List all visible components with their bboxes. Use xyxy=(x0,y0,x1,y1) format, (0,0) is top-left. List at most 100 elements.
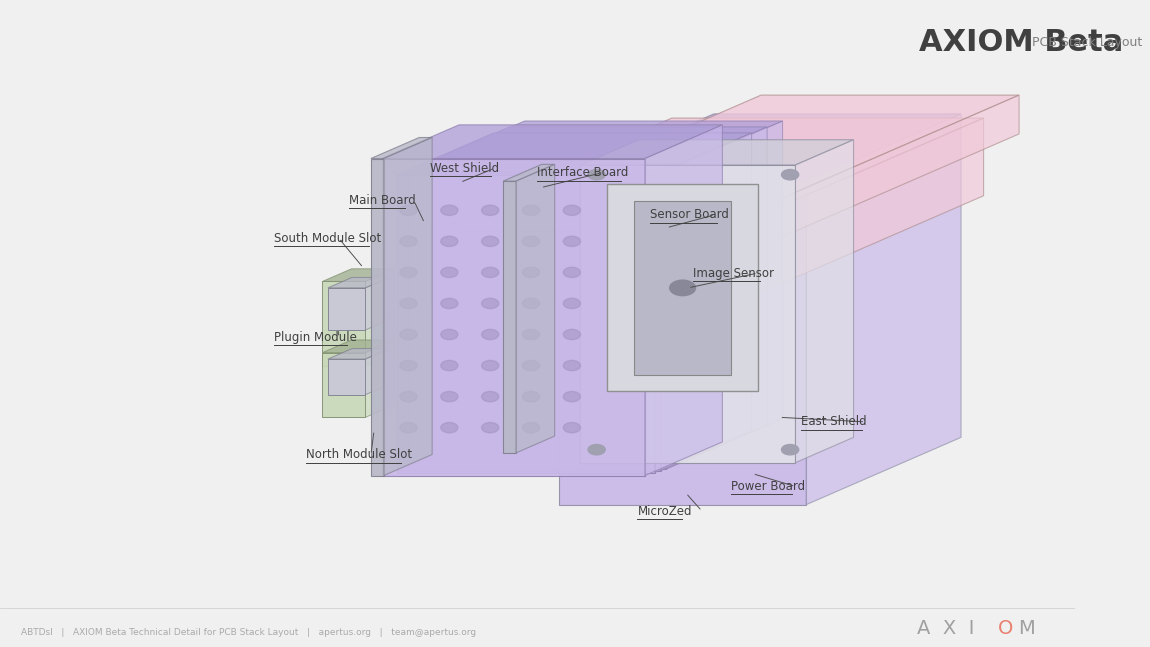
Polygon shape xyxy=(516,164,554,453)
Text: Sensor Board: Sensor Board xyxy=(651,208,729,221)
Circle shape xyxy=(564,360,581,371)
Polygon shape xyxy=(322,281,366,366)
Circle shape xyxy=(522,329,539,340)
Text: Interface Board: Interface Board xyxy=(537,166,629,179)
Polygon shape xyxy=(645,125,722,476)
Polygon shape xyxy=(370,138,432,159)
Circle shape xyxy=(588,170,605,180)
Polygon shape xyxy=(742,118,983,301)
Circle shape xyxy=(522,360,539,371)
Polygon shape xyxy=(384,138,432,476)
Text: MicroZed: MicroZed xyxy=(637,505,692,518)
Text: South Module Slot: South Module Slot xyxy=(274,232,382,245)
Circle shape xyxy=(400,205,417,215)
Circle shape xyxy=(482,236,499,247)
Text: ABTDsl   |   AXIOM Beta Technical Detail for PCB Stack Layout   |   apertus.org : ABTDsl | AXIOM Beta Technical Detail for… xyxy=(22,628,476,637)
Text: Main Board: Main Board xyxy=(350,194,416,207)
Circle shape xyxy=(440,329,458,340)
Polygon shape xyxy=(559,181,806,505)
Polygon shape xyxy=(452,230,710,269)
Polygon shape xyxy=(402,127,767,173)
Circle shape xyxy=(400,391,417,402)
Circle shape xyxy=(522,236,539,247)
Circle shape xyxy=(564,267,581,278)
Polygon shape xyxy=(661,127,767,471)
Polygon shape xyxy=(654,133,752,472)
Circle shape xyxy=(440,391,458,402)
Polygon shape xyxy=(503,164,554,181)
Circle shape xyxy=(400,360,417,371)
Polygon shape xyxy=(322,340,394,353)
Polygon shape xyxy=(366,269,394,366)
Polygon shape xyxy=(370,159,384,476)
Text: Image Sensor: Image Sensor xyxy=(693,267,774,280)
Polygon shape xyxy=(397,175,654,472)
Circle shape xyxy=(440,205,458,215)
Circle shape xyxy=(782,444,799,455)
Circle shape xyxy=(400,298,417,309)
Polygon shape xyxy=(503,181,516,453)
Polygon shape xyxy=(430,223,742,301)
Text: M: M xyxy=(1018,619,1035,639)
Circle shape xyxy=(440,236,458,247)
Polygon shape xyxy=(581,140,853,165)
Polygon shape xyxy=(366,349,390,395)
Circle shape xyxy=(782,170,799,180)
Text: East Shield: East Shield xyxy=(800,415,866,428)
Polygon shape xyxy=(322,269,394,281)
Circle shape xyxy=(564,329,581,340)
Polygon shape xyxy=(328,288,366,330)
Circle shape xyxy=(564,298,581,309)
Polygon shape xyxy=(328,349,390,359)
Circle shape xyxy=(482,267,499,278)
Polygon shape xyxy=(796,140,853,463)
Text: Power Board: Power Board xyxy=(731,480,805,493)
Polygon shape xyxy=(382,125,722,159)
Circle shape xyxy=(669,280,696,296)
Polygon shape xyxy=(452,95,1019,230)
Polygon shape xyxy=(397,133,752,175)
Circle shape xyxy=(400,422,417,433)
Circle shape xyxy=(400,267,417,278)
Polygon shape xyxy=(408,121,783,171)
Circle shape xyxy=(440,422,458,433)
Text: A  X  I: A X I xyxy=(918,619,975,639)
Polygon shape xyxy=(322,353,366,417)
Circle shape xyxy=(482,391,499,402)
Circle shape xyxy=(588,444,605,455)
Circle shape xyxy=(564,391,581,402)
Circle shape xyxy=(400,236,417,247)
Polygon shape xyxy=(667,121,783,469)
Circle shape xyxy=(482,329,499,340)
Polygon shape xyxy=(559,114,961,181)
Text: PCB Stack Layout: PCB Stack Layout xyxy=(1032,36,1142,49)
Text: Plugin Module: Plugin Module xyxy=(274,331,356,344)
Polygon shape xyxy=(430,118,983,223)
Circle shape xyxy=(522,391,539,402)
Circle shape xyxy=(522,205,539,215)
Circle shape xyxy=(482,422,499,433)
Text: West Shield: West Shield xyxy=(430,162,499,175)
Polygon shape xyxy=(581,165,796,463)
Circle shape xyxy=(440,298,458,309)
Polygon shape xyxy=(366,278,390,330)
Circle shape xyxy=(482,205,499,215)
Text: North Module Slot: North Module Slot xyxy=(306,448,413,461)
Polygon shape xyxy=(382,159,645,476)
Polygon shape xyxy=(806,114,961,505)
Circle shape xyxy=(440,267,458,278)
Text: AXIOM Beta: AXIOM Beta xyxy=(919,28,1124,56)
Circle shape xyxy=(522,298,539,309)
Polygon shape xyxy=(402,173,661,471)
Polygon shape xyxy=(328,359,366,395)
Polygon shape xyxy=(710,95,1019,269)
Circle shape xyxy=(564,422,581,433)
Polygon shape xyxy=(366,340,394,417)
Circle shape xyxy=(522,422,539,433)
Polygon shape xyxy=(328,278,390,288)
Circle shape xyxy=(564,236,581,247)
Circle shape xyxy=(400,329,417,340)
Circle shape xyxy=(482,298,499,309)
Circle shape xyxy=(564,205,581,215)
Circle shape xyxy=(482,360,499,371)
